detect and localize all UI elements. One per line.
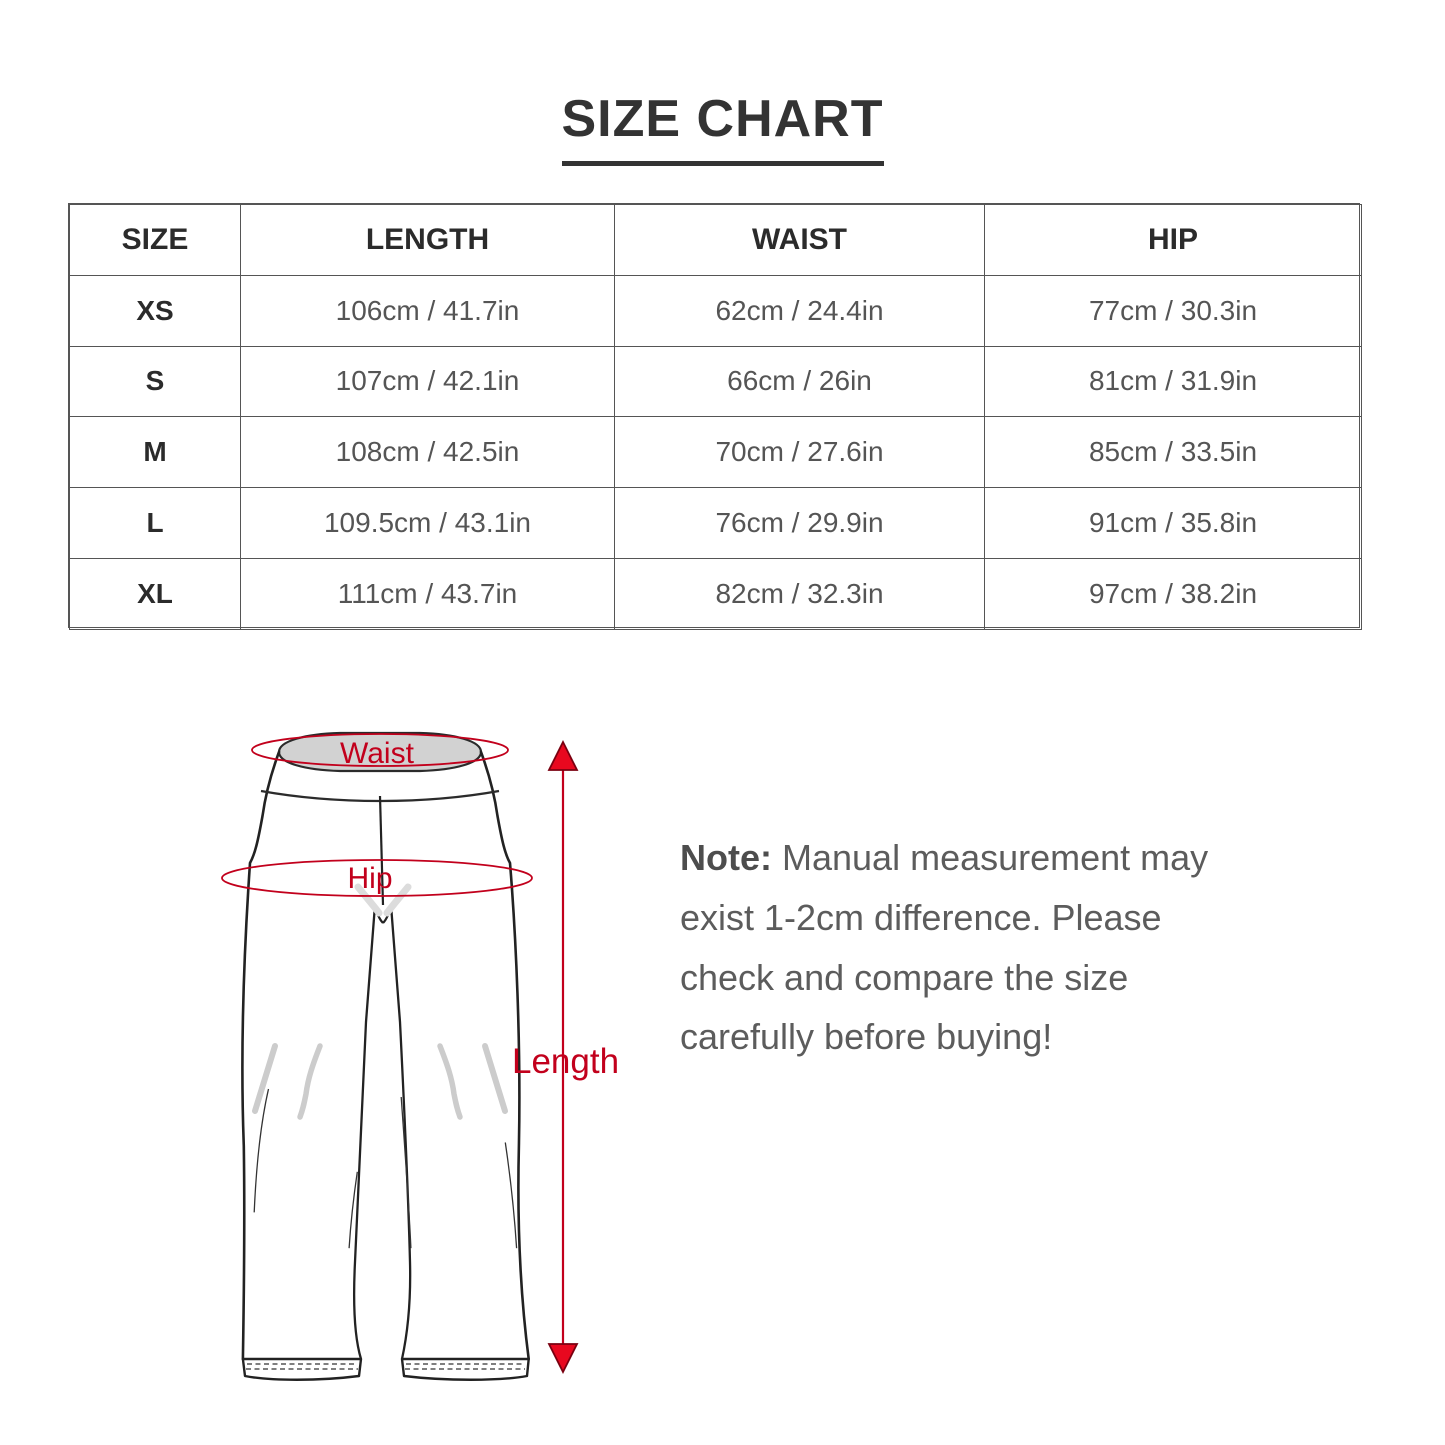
svg-text:Length: Length (512, 1042, 619, 1081)
